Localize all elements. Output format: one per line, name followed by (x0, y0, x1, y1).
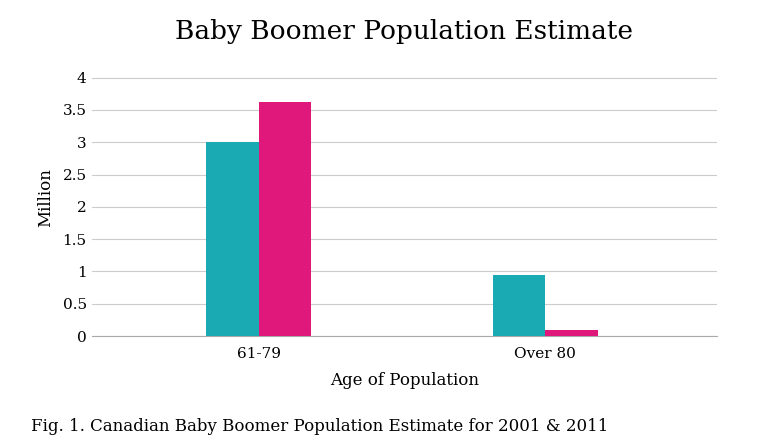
Y-axis label: Million: Million (37, 168, 54, 227)
Bar (546, 330, 598, 336)
Title: Baby Boomer Population Estimate: Baby Boomer Population Estimate (175, 19, 633, 44)
X-axis label: Age of Population: Age of Population (330, 372, 479, 389)
Text: Fig. 1. Canadian Baby Boomer Population Estimate for 2001 & 2011: Fig. 1. Canadian Baby Boomer Population … (31, 418, 608, 435)
Bar (206, 142, 259, 336)
Bar (259, 102, 311, 336)
Bar (493, 275, 546, 336)
